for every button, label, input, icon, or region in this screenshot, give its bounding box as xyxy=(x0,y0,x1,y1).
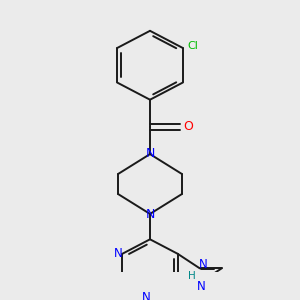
Text: N: N xyxy=(145,208,155,221)
Text: Cl: Cl xyxy=(187,41,198,51)
Text: N: N xyxy=(142,291,150,300)
Text: N: N xyxy=(145,147,155,160)
Text: N: N xyxy=(199,258,208,271)
Text: N: N xyxy=(197,280,206,293)
Text: O: O xyxy=(183,120,193,134)
Text: N: N xyxy=(114,247,123,260)
Text: H: H xyxy=(188,271,196,281)
